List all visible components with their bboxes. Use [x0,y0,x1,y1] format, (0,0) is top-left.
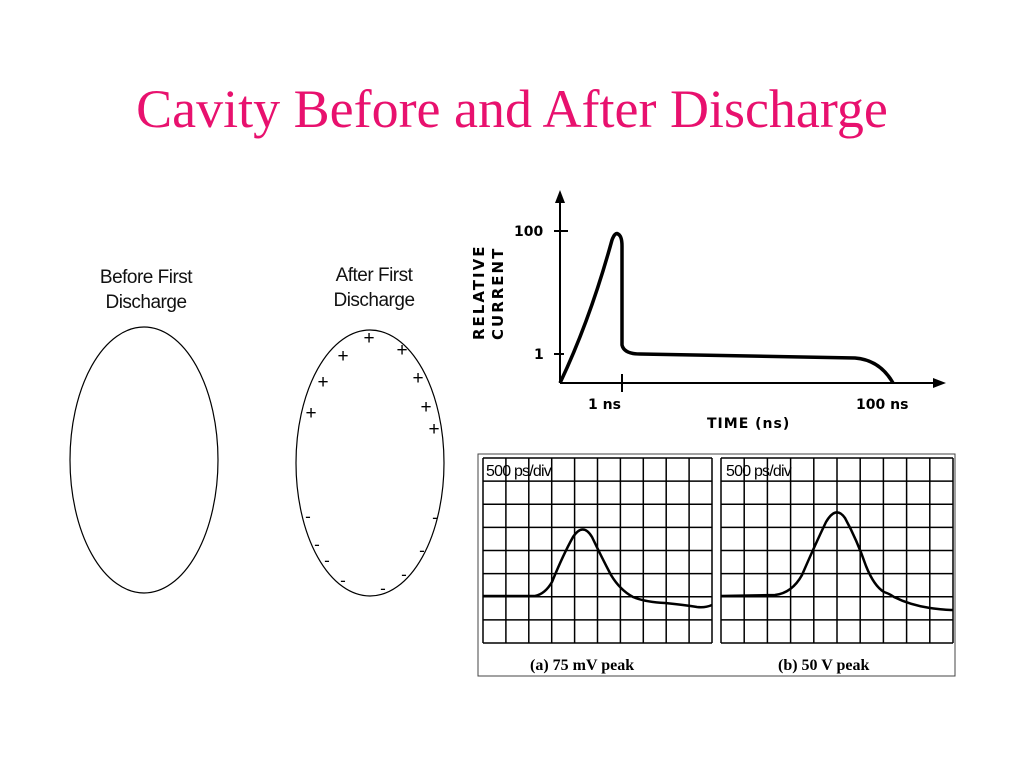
y-axis-arrow [555,190,565,203]
minus-charge: - [432,508,438,527]
slide-title: Cavity Before and After Discharge [136,79,888,139]
ytick-label-1: 1 [534,347,544,363]
xtick-label-100ns: 100 ns [856,397,908,413]
relative-current-plot: RELATIVE CURRENT 100 1 1 ns 100 ns TIME … [470,190,946,432]
before-caption-line1: Before First [99,267,193,288]
waveform-b [720,511,954,612]
scope-frame [477,453,956,677]
minus-charge: - [419,541,425,560]
plus-charge: + [337,346,348,367]
cavity-after [295,329,445,597]
plus-charge: + [428,419,439,440]
ylabel-relative: RELATIVE [470,245,488,340]
minus-charge: - [340,571,346,590]
timebase-label-b: 500 ps/div [726,463,792,480]
before-caption-line2: Discharge [105,292,187,313]
plus-charge: + [363,328,374,349]
plus-charge: + [396,340,407,361]
after-caption-line2: Discharge [333,290,415,311]
scope-panel-a: 500 ps/div (a) 75 mV peak [482,457,713,674]
minus-charge: - [305,507,311,526]
xlabel-time: TIME (ns) [707,416,790,432]
current-curve [558,231,895,384]
ylabel-current: CURRENT [489,247,507,340]
minus-charge: - [314,535,320,554]
xtick-label-1ns: 1 ns [588,397,621,413]
scope-panel-b: 500 ps/div (b) 50 V peak [720,457,954,674]
plus-charge: + [412,368,423,389]
waveform-a [483,528,713,609]
scope-caption-a: (a) 75 mV peak [530,657,634,674]
minus-charge: - [401,565,407,584]
ytick-label-100: 100 [514,224,543,240]
plus-charge: + [305,403,316,424]
after-discharge-caption: After First Discharge [294,263,454,313]
x-axis-arrow [933,378,946,388]
before-discharge-caption: Before First Discharge [66,265,226,315]
scope-caption-b: (b) 50 V peak [778,657,870,674]
after-caption-line1: After First [335,265,413,286]
cavity-before [69,326,219,594]
minus-charge: - [324,551,330,570]
plus-charge: + [420,397,431,418]
plus-charge: + [317,372,328,393]
timebase-label-a: 500 ps/div [486,463,552,480]
minus-charge: - [380,579,386,598]
